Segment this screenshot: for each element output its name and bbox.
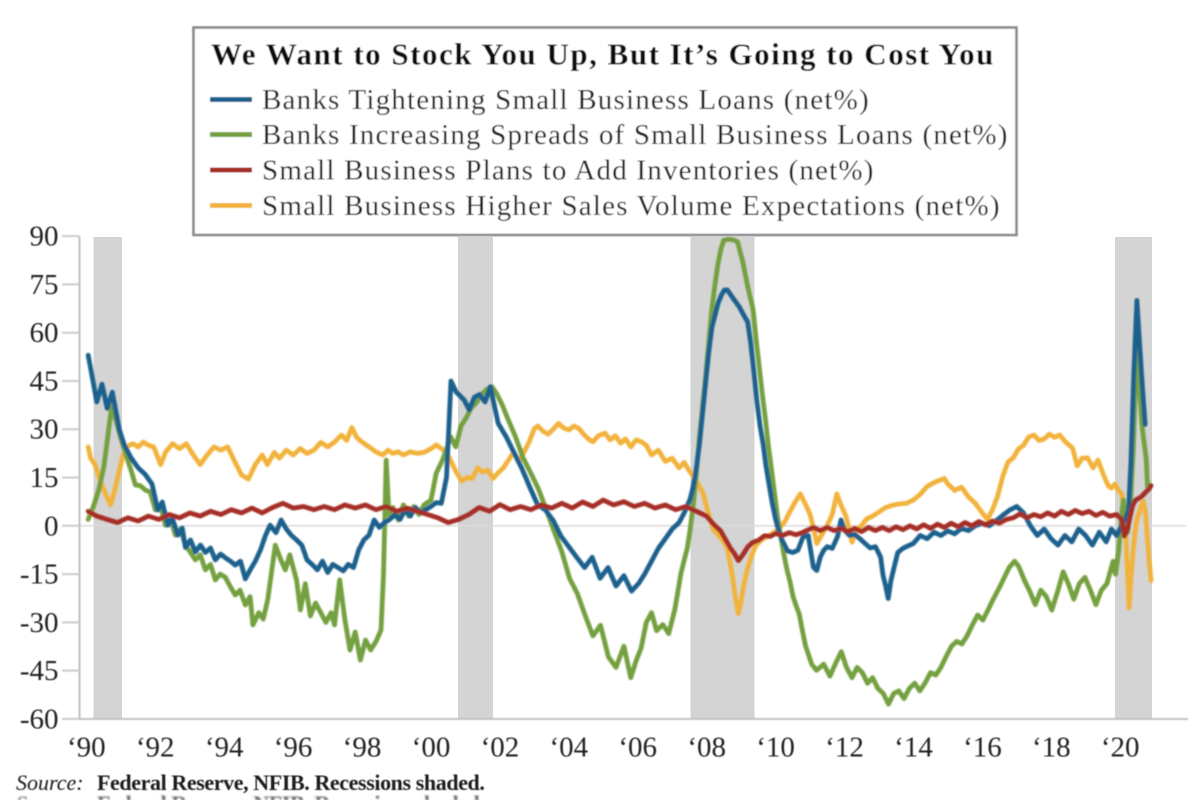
svg-text:‘18: ‘18 [1032,732,1071,764]
svg-text:‘08: ‘08 [687,732,726,764]
svg-text:-30: -30 [20,607,59,639]
svg-text:‘20: ‘20 [1101,732,1140,764]
svg-text:‘04: ‘04 [549,732,588,764]
svg-text:30: 30 [30,414,59,446]
svg-text:Banks Increasing Spreads of Sm: Banks Increasing Spreads of Small Busine… [262,119,1009,151]
svg-text:Source:Federal Reserve, NFIB.: Source:Federal Reserve, NFIB. Recessions… [16,791,485,800]
svg-text:‘92: ‘92 [136,732,175,764]
svg-text:15: 15 [30,462,59,494]
svg-text:-15: -15 [20,559,59,591]
svg-text:‘10: ‘10 [756,732,795,764]
svg-text:We Want to Stock You Up, But I: We Want to Stock You Up, But It’s Going … [211,37,995,72]
svg-text:‘96: ‘96 [274,732,313,764]
svg-text:‘98: ‘98 [343,732,382,764]
svg-text:75: 75 [30,269,59,301]
svg-text:60: 60 [30,317,59,349]
svg-text:‘00: ‘00 [412,732,451,764]
svg-text:-60: -60 [20,703,59,735]
svg-text:‘02: ‘02 [481,732,520,764]
svg-text:Source:Federal Reserve, NFIB.: Source:Federal Reserve, NFIB. Recessions… [16,770,485,795]
svg-text:‘14: ‘14 [894,732,933,764]
svg-text:‘94: ‘94 [205,732,244,764]
svg-text:‘06: ‘06 [618,732,657,764]
svg-text:Small Business Higher Sales Vo: Small Business Higher Sales Volume Expec… [262,190,1001,222]
svg-text:Small Business Plans to Add In: Small Business Plans to Add Inventories … [262,155,875,187]
svg-text:‘12: ‘12 [825,732,864,764]
svg-text:-45: -45 [20,655,59,687]
svg-text:‘16: ‘16 [963,732,1002,764]
svg-text:45: 45 [30,366,59,398]
svg-text:Banks Tightening Small Busines: Banks Tightening Small Business Loans (n… [262,84,870,116]
svg-text:‘90: ‘90 [67,732,106,764]
svg-text:90: 90 [30,221,59,253]
svg-text:0: 0 [44,510,59,542]
